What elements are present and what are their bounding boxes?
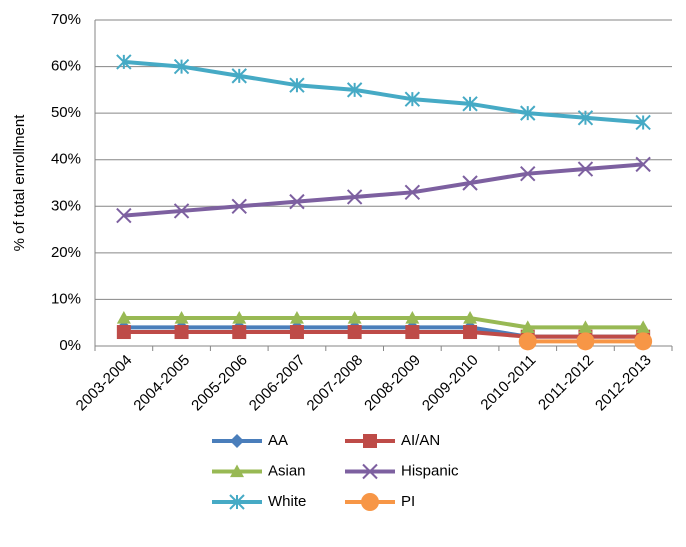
y-tick-label: 50% [51, 104, 81, 121]
x-tick-label: 2008-2009 [361, 352, 424, 415]
y-tick-label: 60% [51, 58, 81, 75]
marker [635, 114, 651, 131]
marker [229, 494, 245, 510]
y-tick-label: 0% [59, 337, 81, 354]
marker [174, 325, 189, 340]
x-tick-label: 2011-2012 [535, 352, 597, 414]
legend-label: PI [401, 493, 415, 510]
marker [462, 175, 478, 191]
marker [462, 96, 478, 112]
x-tick-label: 2012-2013 [592, 352, 655, 415]
marker [405, 311, 420, 324]
series-line [123, 59, 644, 125]
marker [520, 165, 536, 182]
x-tick-label: 2003-2004 [73, 352, 136, 415]
marker [231, 68, 247, 84]
marker [577, 110, 594, 126]
legend-label: Asian [268, 462, 306, 479]
marker [634, 332, 653, 351]
y-tick-label: 10% [51, 290, 81, 307]
marker [346, 189, 363, 205]
marker [636, 320, 651, 333]
x-tick-label: 2005-2006 [188, 352, 251, 415]
marker [362, 463, 378, 480]
y-tick-label: 40% [51, 151, 81, 168]
series-line [123, 316, 644, 330]
series-line [123, 162, 644, 218]
marker [116, 207, 132, 224]
marker [363, 434, 377, 448]
y-tick-label: 30% [51, 197, 81, 214]
marker [578, 320, 593, 333]
marker [289, 77, 305, 93]
marker [347, 311, 362, 324]
marker [576, 332, 595, 351]
marker [230, 464, 244, 478]
marker [289, 311, 304, 324]
marker [116, 325, 131, 340]
marker [116, 54, 132, 70]
marker [289, 325, 304, 340]
marker [289, 193, 305, 210]
x-tick-label: 2010-2011 [477, 352, 539, 414]
marker [463, 311, 478, 324]
marker [347, 325, 362, 340]
marker [173, 203, 190, 219]
y-tick-label: 20% [51, 244, 81, 261]
marker [520, 320, 535, 333]
legend-label: Hispanic [401, 462, 459, 479]
marker [635, 156, 651, 173]
marker [361, 493, 379, 511]
x-tick-label: 2006-2007 [246, 352, 309, 415]
marker [232, 311, 247, 324]
marker [405, 325, 420, 340]
marker [518, 332, 537, 351]
marker [232, 325, 247, 340]
x-tick-label: 2007-2008 [304, 352, 367, 415]
series-line [123, 330, 644, 339]
legend-label: White [268, 493, 306, 510]
marker [231, 198, 247, 214]
marker [577, 161, 594, 177]
marker [463, 325, 478, 340]
marker [520, 105, 536, 121]
marker [173, 58, 190, 75]
marker [346, 82, 363, 98]
legend-label: AI/AN [401, 432, 440, 449]
marker [404, 184, 421, 201]
y-axis-label: % of total enrollment [11, 114, 28, 252]
marker [404, 91, 421, 107]
x-tick-label: 2004-2005 [130, 352, 193, 415]
marker [174, 311, 189, 324]
legend-label: AA [268, 432, 288, 449]
x-tick-label: 2009-2010 [419, 352, 482, 415]
marker [230, 434, 244, 448]
marker [116, 311, 131, 324]
y-tick-label: 70% [51, 11, 81, 28]
